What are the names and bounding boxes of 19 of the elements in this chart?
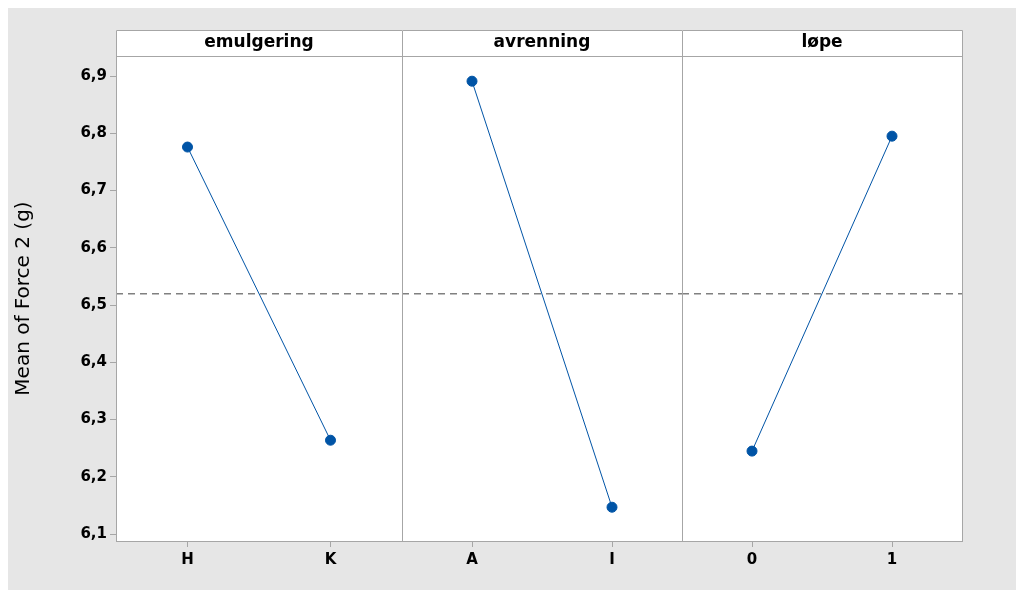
chart-title: løpe xyxy=(801,31,843,52)
y-tick-label: 6,6 xyxy=(80,237,107,256)
y-axis-title: Mean of Force 2 (g) xyxy=(10,201,35,396)
x-tick-label: 1 xyxy=(886,549,898,568)
x-tick-label: K xyxy=(324,549,338,568)
y-tick-label: 6,9 xyxy=(80,65,107,84)
y-tick-label: 6,3 xyxy=(80,409,107,428)
chart-title: emulgering xyxy=(204,31,314,52)
y-tick-label: 6,1 xyxy=(80,524,107,543)
x-tick-label: A xyxy=(466,549,479,568)
y-tick-label: 6,5 xyxy=(80,294,107,313)
y-tick-label: 6,4 xyxy=(80,352,107,371)
x-tick-label: I xyxy=(609,549,615,568)
chart-title: avrenning xyxy=(493,31,591,52)
y-tick-label: 6,8 xyxy=(80,123,107,142)
y-tick-label: 6,2 xyxy=(80,466,107,485)
x-tick-label: H xyxy=(181,549,194,568)
y-tick-label: 6,7 xyxy=(80,180,107,199)
x-tick-label: 0 xyxy=(746,549,758,568)
